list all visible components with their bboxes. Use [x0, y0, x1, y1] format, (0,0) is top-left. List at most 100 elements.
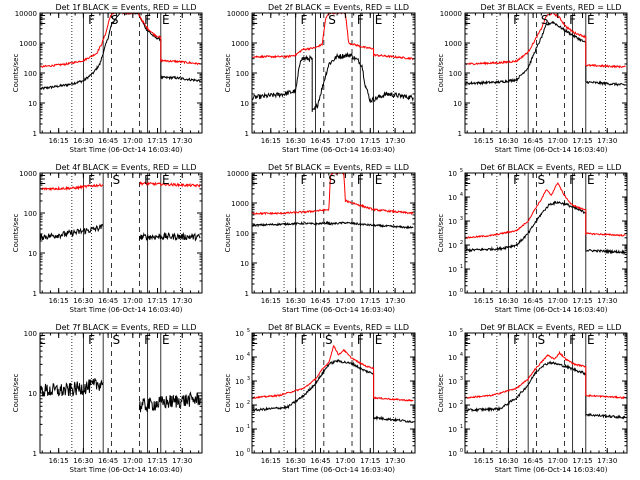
- y-tick-label: 10: [235, 330, 244, 338]
- x-tick-label: 16:15: [474, 137, 494, 145]
- y-tick-label: 100: [449, 70, 462, 78]
- x-tick-label: 16:15: [49, 137, 69, 145]
- x-tick-label: 16:45: [310, 457, 330, 465]
- x-tick-label: 16:30: [498, 457, 518, 465]
- y-tick-label: 10: [448, 266, 457, 274]
- plot-frame: [251, 172, 416, 294]
- region-label: F: [569, 173, 576, 187]
- x-axis-label: Start Time (06-Oct-14 16:03:40): [282, 466, 395, 474]
- lld-series-line: [252, 344, 414, 403]
- y-tick-label: 1: [458, 130, 462, 138]
- x-axis-label: Start Time (06-Oct-14 16:03:40): [282, 146, 395, 154]
- events-series-line: [138, 391, 201, 413]
- y-tick-label: 10: [448, 194, 457, 202]
- plot-frame: [39, 332, 203, 454]
- x-tick-label: 17:15: [147, 297, 167, 305]
- y-axis-label: Counts/sec: [12, 374, 20, 413]
- events-series-line: [40, 13, 201, 91]
- y-tick-label: 1: [245, 130, 249, 138]
- x-tick-label: 17:15: [147, 457, 167, 465]
- x-tick-label: 17:15: [572, 457, 592, 465]
- y-tick-exponent: 2: [460, 240, 463, 246]
- plot-area: [465, 350, 626, 420]
- x-tick-label: 17:30: [385, 297, 405, 305]
- y-tick-label: 10: [448, 218, 457, 226]
- region-label: F: [569, 13, 576, 27]
- y-tick-label: 1000: [19, 40, 37, 48]
- region-label: F: [144, 13, 151, 27]
- y-tick-label: 10000: [227, 10, 249, 18]
- y-tick-label: 10: [28, 250, 37, 258]
- events-series-line: [252, 359, 414, 424]
- y-tick-exponent: 4: [460, 352, 463, 358]
- y-axis-label: Counts/sec: [437, 374, 445, 413]
- x-tick-label: 17:15: [572, 137, 592, 145]
- y-tick-label: 100: [236, 230, 249, 238]
- plot-area: [40, 180, 201, 242]
- events-series-line: [252, 51, 414, 112]
- region-label: S: [325, 333, 333, 347]
- events-series-line: [465, 20, 626, 87]
- region-label: E: [375, 173, 383, 187]
- events-series-line: [40, 223, 104, 241]
- region-label: E: [587, 333, 595, 347]
- y-tick-label: 100: [236, 70, 249, 78]
- y-tick-label: 10: [448, 354, 457, 362]
- y-tick-exponent: 0: [247, 448, 250, 454]
- y-tick-label: 100: [24, 70, 37, 78]
- x-tick-label: 17:30: [172, 457, 192, 465]
- y-tick-label: 10: [235, 378, 244, 386]
- region-label: S: [328, 13, 336, 27]
- y-tick-label: 10: [448, 290, 457, 298]
- region-label: E: [463, 173, 471, 187]
- lld-series-line: [465, 182, 626, 239]
- x-tick-label: 16:45: [98, 297, 118, 305]
- region-label: F: [300, 13, 307, 27]
- lld-series-line: [40, 182, 104, 192]
- x-axis-label: Start Time (06-Oct-14 16:03:40): [495, 306, 608, 314]
- y-tick-exponent: 4: [460, 192, 463, 198]
- region-label: E: [38, 173, 46, 187]
- panel-title: Det 5f BLACK = Events, RED = LLD: [268, 163, 409, 172]
- x-axis-label: Start Time (06-Oct-14 16:03:40): [70, 466, 183, 474]
- region-label: F: [513, 13, 520, 27]
- y-tick-label: 1: [33, 290, 37, 298]
- region-label: E: [463, 13, 471, 27]
- y-axis-label: Counts/sec: [224, 214, 232, 253]
- x-tick-label: 16:45: [523, 297, 543, 305]
- x-tick-label: 16:30: [498, 137, 518, 145]
- region-label: S: [538, 173, 546, 187]
- y-tick-exponent: 4: [247, 352, 250, 358]
- panel-title: Det 8f BLACK = Events, RED = LLD: [268, 323, 409, 332]
- x-tick-label: 16:45: [523, 457, 543, 465]
- events-series-line: [465, 200, 626, 256]
- y-axis-label: Counts/sec: [224, 54, 232, 93]
- plot-area: [465, 13, 626, 87]
- region-label: F: [300, 173, 307, 187]
- panel-title: Det 7f BLACK = Events, RED = LLD: [55, 323, 196, 332]
- x-tick-label: 17:30: [597, 297, 617, 305]
- region-label: E: [250, 173, 258, 187]
- y-tick-label: 1: [33, 450, 37, 458]
- y-axis-label: Counts/sec: [12, 214, 20, 253]
- panel-det-1f: 1 10 100 1000 10000 16:15 16:30 16:45 17:00 17:15…: [12, 3, 203, 154]
- y-tick-label: 10: [448, 426, 457, 434]
- y-tick-exponent: 2: [460, 400, 463, 406]
- x-tick-label: 17:15: [360, 137, 380, 145]
- region-label: E: [38, 13, 46, 27]
- x-tick-label: 17:30: [385, 137, 405, 145]
- y-tick-label: 1000: [444, 40, 462, 48]
- y-tick-label: 10000: [227, 170, 249, 178]
- y-axis-label: Counts/sec: [437, 54, 445, 93]
- x-tick-label: 16:30: [498, 297, 518, 305]
- plot-area: [252, 344, 414, 424]
- y-tick-label: 100: [24, 330, 37, 338]
- x-tick-label: 16:30: [286, 457, 306, 465]
- x-tick-label: 17:15: [572, 297, 592, 305]
- x-tick-label: 16:45: [98, 457, 118, 465]
- y-tick-exponent: 3: [247, 376, 250, 382]
- x-axis-label: Start Time (06-Oct-14 16:03:40): [282, 306, 395, 314]
- region-label: E: [162, 173, 170, 187]
